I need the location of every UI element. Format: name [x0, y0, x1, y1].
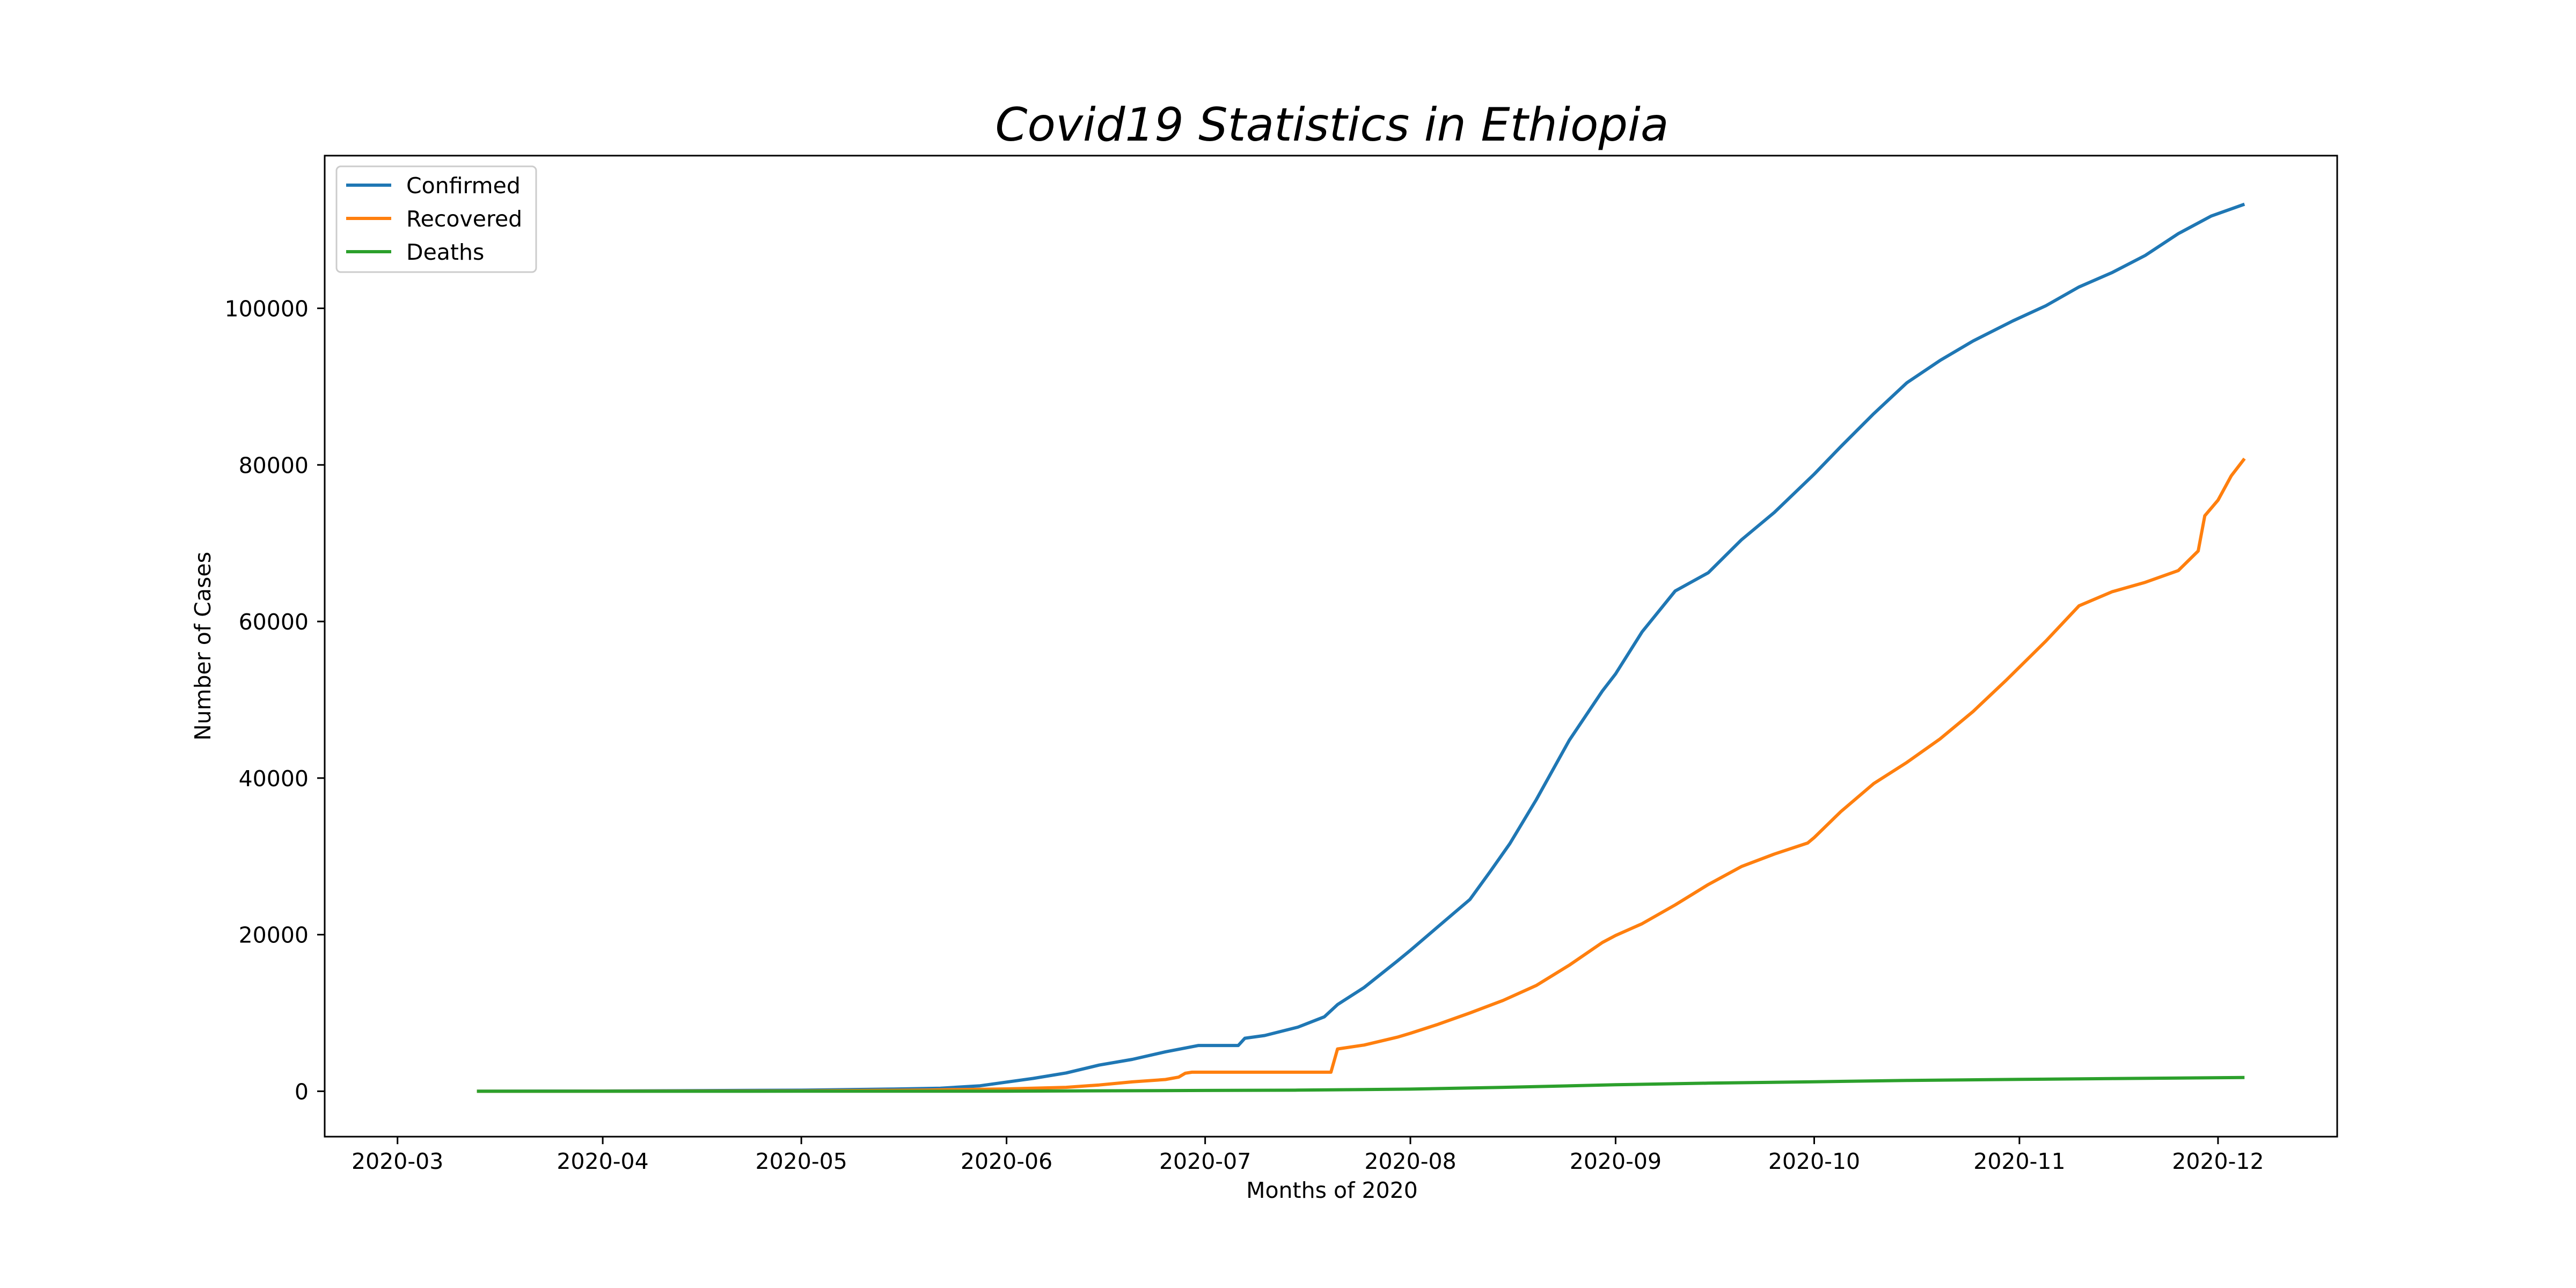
- legend-label-confirmed: Confirmed: [406, 173, 521, 199]
- y-tick-label: 40000: [239, 766, 309, 792]
- x-tick-label: 2020-06: [961, 1148, 1052, 1174]
- x-tick-label: 2020-10: [1768, 1148, 1860, 1174]
- legend-box: [335, 165, 537, 273]
- legend-label-recovered: Recovered: [406, 206, 522, 232]
- y-axis: 0 20000 40000 60000 80000 100000: [224, 296, 325, 1104]
- y-tick-label: 100000: [224, 296, 309, 321]
- x-axis: 2020-03 2020-04 2020-05 2020-06 2020-07 2020-…: [352, 1137, 2264, 1174]
- series-line-recovered: [477, 457, 2246, 1093]
- x-tick-label: 2020-04: [557, 1148, 648, 1174]
- legend: Confirmed Recovered Deaths: [335, 165, 537, 273]
- x-tick-label: 2020-12: [2172, 1148, 2264, 1174]
- x-axis-label: Months of 2020: [1246, 1177, 1418, 1203]
- series-line-confirmed: [477, 202, 2245, 1093]
- y-tick-label: 0: [295, 1079, 309, 1104]
- series-layer: [477, 202, 2246, 1093]
- x-tick-label: 2020-05: [756, 1148, 847, 1174]
- x-tick-label: 2020-07: [1159, 1148, 1251, 1174]
- x-tick-label: 2020-08: [1364, 1148, 1456, 1174]
- x-tick-label: 2020-03: [352, 1148, 443, 1174]
- x-tick-label: 2020-09: [1570, 1148, 1662, 1174]
- y-tick-label: 20000: [239, 923, 309, 948]
- y-tick-label: 60000: [239, 609, 309, 635]
- chart-title: Covid19 Statistics in Ethiopia: [995, 98, 1668, 152]
- y-axis-label: Number of Cases: [190, 552, 216, 741]
- series-line-deaths: [477, 1075, 2245, 1093]
- x-tick-label: 2020-11: [1973, 1148, 2065, 1174]
- y-tick-label: 80000: [239, 452, 309, 478]
- plot-frame: [324, 155, 2338, 1138]
- legend-label-deaths: Deaths: [406, 239, 484, 265]
